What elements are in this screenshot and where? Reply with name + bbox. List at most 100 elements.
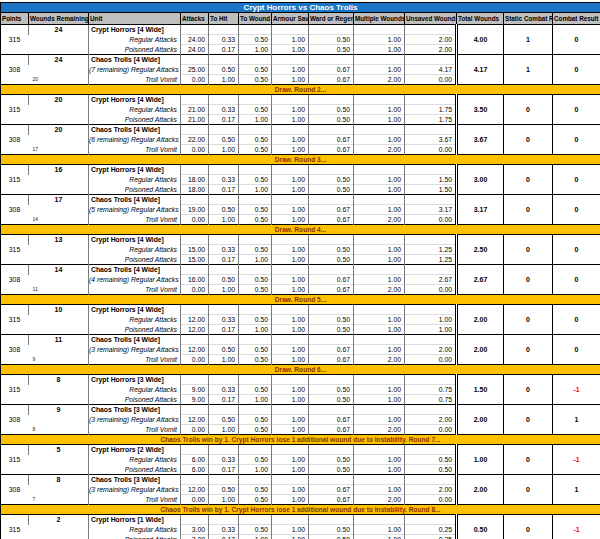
attack-type-label[interactable]: Regular Attacks — [89, 105, 181, 115]
stat-cell[interactable] — [239, 335, 272, 345]
column-header[interactable]: Total Wounds — [457, 13, 504, 25]
stat-cell[interactable]: 0.75 — [405, 395, 457, 405]
combat-result-cell[interactable]: -1 — [553, 375, 600, 405]
combat-result-cell[interactable]: 0 — [553, 335, 600, 365]
total-wounds-cell[interactable]: 3.00 — [457, 165, 504, 195]
combat-result-cell[interactable]: 0 — [553, 125, 600, 155]
stat-cell[interactable]: 0.50 — [239, 275, 272, 285]
unit-name-cell[interactable]: Crypt Horrors [4 Wide] — [89, 95, 181, 105]
wounds-after-cell[interactable] — [29, 175, 89, 185]
stat-cell[interactable] — [354, 515, 405, 525]
wounds-after-cell[interactable] — [29, 385, 89, 395]
total-wounds-cell[interactable]: 3.50 — [457, 95, 504, 125]
wounds-remaining-cell[interactable]: 13 — [29, 235, 89, 245]
combat-result-cell[interactable]: 0 — [553, 195, 600, 225]
stat-cell[interactable]: 1.00 — [272, 385, 309, 395]
stat-cell[interactable]: 1.00 — [272, 45, 309, 55]
stat-cell[interactable]: 0.67 — [309, 485, 354, 495]
stat-cell[interactable] — [181, 195, 209, 205]
stat-cell[interactable] — [354, 55, 405, 65]
stat-cell[interactable]: 0.50 — [309, 115, 354, 125]
stat-cell[interactable]: 1.00 — [272, 425, 309, 435]
round-banner[interactable]: Draw. Round 6... — [1, 365, 600, 375]
stat-cell[interactable] — [354, 445, 405, 455]
stat-cell[interactable]: 0.17 — [209, 325, 239, 335]
stat-cell[interactable]: 1.00 — [272, 395, 309, 405]
stat-cell[interactable]: 1.00 — [239, 395, 272, 405]
stat-cell[interactable]: 1.50 — [405, 175, 457, 185]
wounds-after-cell[interactable] — [29, 345, 89, 355]
stat-cell[interactable]: 2.00 — [354, 285, 405, 295]
stat-cell[interactable]: 2.00 — [354, 495, 405, 505]
stat-cell[interactable]: 1.00 — [272, 535, 309, 539]
attack-type-label[interactable]: Regular Attacks — [89, 385, 181, 395]
combat-result-cell[interactable]: 0 — [553, 305, 600, 335]
wounds-remaining-cell[interactable]: 5 — [29, 445, 89, 455]
stat-cell[interactable]: 0.00 — [405, 495, 457, 505]
stat-cell[interactable] — [354, 475, 405, 485]
stat-cell[interactable]: 0.50 — [209, 205, 239, 215]
wounds-after-cell[interactable] — [29, 45, 89, 55]
stat-cell[interactable] — [209, 165, 239, 175]
stat-cell[interactable]: 2.00 — [354, 75, 405, 85]
attack-type-label[interactable]: Regular Attacks — [89, 245, 181, 255]
stat-cell[interactable]: 16.00 — [181, 275, 209, 285]
stat-cell[interactable] — [405, 305, 457, 315]
stat-cell[interactable]: 1.00 — [239, 325, 272, 335]
stat-cell[interactable]: 1.00 — [354, 465, 405, 475]
stat-cell[interactable]: 0.25 — [405, 525, 457, 535]
attack-type-label[interactable]: Troll Vomit — [89, 215, 181, 225]
stat-cell[interactable] — [181, 475, 209, 485]
stat-cell[interactable]: 0.00 — [405, 425, 457, 435]
stat-cell[interactable] — [239, 265, 272, 275]
stat-cell[interactable]: 9.00 — [181, 395, 209, 405]
stat-cell[interactable] — [354, 125, 405, 135]
stat-cell[interactable]: 0.33 — [209, 35, 239, 45]
stat-cell[interactable]: 1.00 — [354, 395, 405, 405]
wounds-after-cell[interactable] — [29, 465, 89, 475]
unit-name-cell[interactable]: Crypt Horrors [3 Wide] — [89, 375, 181, 385]
points-cell[interactable]: 315 — [1, 165, 29, 195]
static-combat-res-cell[interactable]: 0 — [504, 95, 553, 125]
wounds-after-cell[interactable] — [29, 35, 89, 45]
stat-cell[interactable] — [209, 235, 239, 245]
stat-cell[interactable]: 1.00 — [354, 415, 405, 425]
attack-type-label[interactable]: Poisoned Attacks — [89, 45, 181, 55]
attack-type-label[interactable]: Regular Attacks — [89, 175, 181, 185]
attack-type-label[interactable]: Poisoned Attacks — [89, 535, 181, 539]
stat-cell[interactable]: 1.00 — [354, 175, 405, 185]
stat-cell[interactable]: 2.00 — [354, 425, 405, 435]
stat-cell[interactable] — [354, 335, 405, 345]
stat-cell[interactable] — [405, 195, 457, 205]
total-wounds-cell[interactable]: 2.00 — [457, 475, 504, 505]
stat-cell[interactable]: 0.50 — [309, 315, 354, 325]
stat-cell[interactable] — [272, 25, 309, 35]
stat-cell[interactable]: 0.50 — [309, 465, 354, 475]
stat-cell[interactable]: 0.67 — [309, 345, 354, 355]
stat-cell[interactable] — [354, 235, 405, 245]
unit-name-cell[interactable]: Crypt Horrors [4 Wide] — [89, 235, 181, 245]
stat-cell[interactable]: 1.00 — [209, 145, 239, 155]
static-combat-res-cell[interactable]: 0 — [504, 375, 553, 405]
stat-cell[interactable]: 0.50 — [239, 65, 272, 75]
stat-cell[interactable]: 0.33 — [209, 455, 239, 465]
stat-cell[interactable] — [309, 125, 354, 135]
unit-name-cell[interactable]: Chaos Trolls [3 Wide] — [89, 405, 181, 415]
combat-result-cell[interactable]: 0 — [553, 25, 600, 55]
attack-type-label[interactable]: (3 remaining) Regular Attacks — [89, 345, 181, 355]
stat-cell[interactable] — [209, 475, 239, 485]
total-wounds-cell[interactable]: 0.50 — [457, 515, 504, 539]
stat-cell[interactable]: 12.00 — [181, 415, 209, 425]
wounds-remaining-cell[interactable]: 24 — [29, 55, 89, 65]
points-cell[interactable]: 315 — [1, 305, 29, 335]
stat-cell[interactable]: 3.67 — [405, 135, 457, 145]
points-cell[interactable]: 308 — [1, 125, 29, 155]
stat-cell[interactable]: 0.50 — [239, 245, 272, 255]
stat-cell[interactable]: 1.00 — [354, 345, 405, 355]
stat-cell[interactable]: 1.00 — [354, 135, 405, 145]
stat-cell[interactable] — [309, 375, 354, 385]
stat-cell[interactable]: 0.67 — [309, 75, 354, 85]
column-header[interactable]: Combat Result — [553, 13, 600, 25]
stat-cell[interactable] — [239, 235, 272, 245]
column-header[interactable]: To Hit — [209, 13, 239, 25]
